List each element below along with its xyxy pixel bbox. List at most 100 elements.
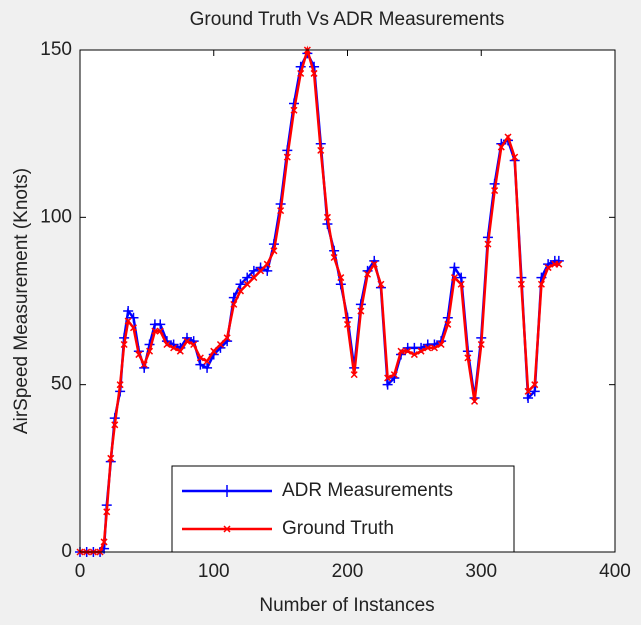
legend-box [171, 465, 515, 553]
series-marker [370, 260, 378, 268]
x-axis-label: Number of Instances [259, 595, 434, 616]
x-tick-label: 0 [75, 561, 86, 582]
series-marker [235, 279, 246, 290]
series-marker [202, 362, 213, 373]
x-tick-label: 300 [465, 561, 497, 582]
series-marker [103, 508, 111, 516]
series-marker [196, 354, 204, 362]
y-tick-label: 150 [40, 39, 72, 60]
series-marker [270, 247, 278, 255]
series-marker [216, 340, 224, 349]
series-marker [323, 213, 331, 221]
series-marker [517, 280, 525, 288]
series-marker [123, 306, 134, 317]
x-tick-label: 100 [198, 561, 230, 582]
x-tick-label: 200 [332, 561, 364, 582]
series-marker [176, 347, 184, 355]
series-marker [529, 386, 540, 397]
series-marker [242, 272, 253, 283]
series-marker [163, 340, 171, 349]
series-marker [504, 133, 512, 141]
series-marker [129, 324, 138, 332]
series-marker [283, 153, 291, 161]
series-marker [120, 340, 128, 349]
series-marker [290, 106, 298, 114]
series-marker [100, 538, 108, 546]
legend-marker [223, 525, 231, 533]
series-marker [243, 280, 251, 288]
series-marker [155, 319, 166, 330]
series-marker [210, 347, 218, 355]
series-marker [410, 351, 418, 359]
series-marker [404, 347, 412, 355]
series-marker [343, 320, 352, 328]
series-marker [544, 264, 552, 272]
series-marker [464, 354, 472, 362]
series-marker [250, 274, 258, 282]
series-marker [523, 393, 534, 404]
series-marker [317, 146, 325, 154]
series-marker [183, 337, 191, 345]
series-marker [190, 340, 198, 349]
series-marker [450, 274, 459, 282]
y-tick-label: 0 [61, 541, 72, 562]
series-marker [457, 280, 465, 288]
series-marker [524, 387, 532, 395]
series-marker [477, 340, 485, 349]
series-marker [382, 379, 393, 390]
series-marker [310, 69, 318, 77]
series-marker [170, 344, 178, 352]
x-tick-label: 400 [599, 561, 631, 582]
series-marker [135, 351, 143, 359]
series-marker [449, 262, 460, 273]
series-marker [537, 280, 545, 288]
series-marker [116, 381, 124, 389]
series-marker [357, 307, 365, 315]
series-marker [555, 260, 563, 268]
series-marker [337, 274, 345, 282]
series-marker [277, 207, 285, 215]
series-marker [230, 300, 238, 308]
series-marker [140, 361, 148, 369]
series-marker [384, 374, 392, 382]
series-marker [364, 270, 372, 278]
series-marker [350, 371, 358, 379]
series-marker [262, 265, 273, 276]
series-marker [437, 340, 445, 349]
series-marker [377, 280, 385, 288]
y-axis-label: AirSpeed Measurement (Knots) [11, 168, 32, 434]
legend-marker [221, 485, 233, 497]
series-marker [124, 317, 132, 325]
series-marker [330, 253, 338, 262]
series-marker [236, 287, 245, 295]
series-marker [128, 312, 139, 323]
series-marker [397, 347, 405, 355]
series-marker [456, 272, 467, 283]
series-marker [146, 347, 154, 355]
series-marker [417, 347, 425, 355]
series-marker [511, 153, 519, 161]
series-marker [444, 320, 452, 328]
series-marker [424, 344, 432, 352]
series-marker [257, 267, 265, 275]
legend-label: ADR Measurements [282, 480, 453, 501]
series-marker [151, 327, 159, 335]
series-marker [156, 327, 164, 335]
series-marker [203, 357, 211, 365]
series-marker [390, 371, 398, 379]
series-marker [263, 260, 271, 268]
series-marker [471, 397, 479, 405]
series-marker [491, 187, 499, 195]
series-marker [248, 265, 259, 276]
series-marker [107, 454, 115, 462]
series-marker [111, 421, 119, 429]
y-tick-label: 100 [40, 206, 72, 227]
series-marker [497, 143, 505, 151]
chart-title: Ground Truth Vs ADR Measurements [190, 9, 505, 30]
series-marker [297, 69, 305, 77]
series-marker [484, 240, 492, 248]
series-marker [223, 334, 231, 342]
series-marker [531, 381, 539, 389]
